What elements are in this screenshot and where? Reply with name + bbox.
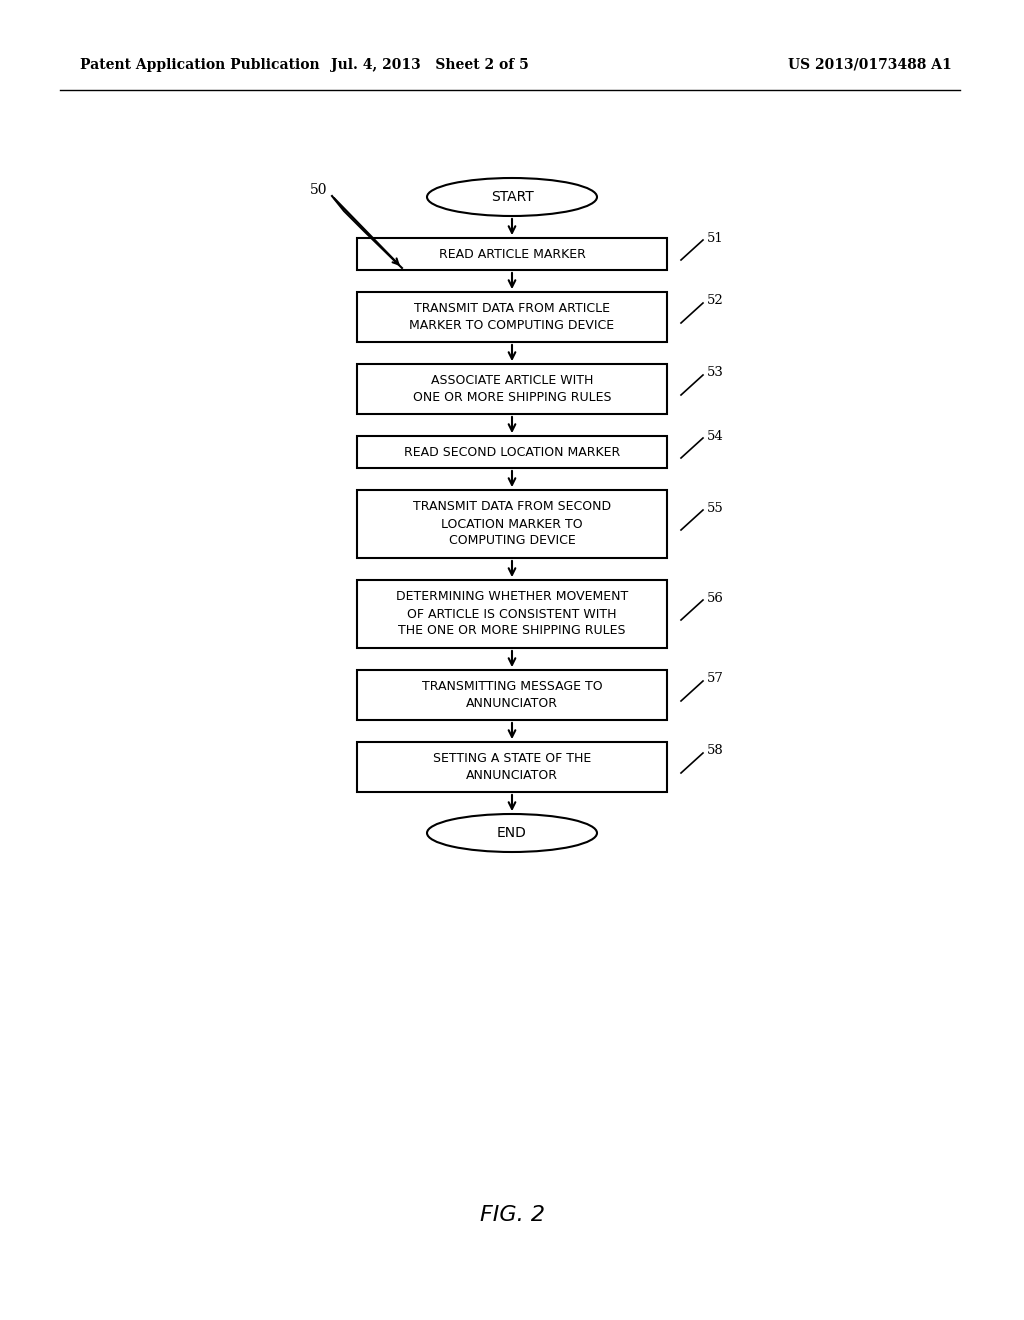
Bar <box>357 364 667 414</box>
Text: DETERMINING WHETHER MOVEMENT
OF ARTICLE IS CONSISTENT WITH
THE ONE OR MORE SHIPP: DETERMINING WHETHER MOVEMENT OF ARTICLE … <box>396 590 628 638</box>
Text: FIG. 2: FIG. 2 <box>479 1205 545 1225</box>
Text: 53: 53 <box>707 367 724 380</box>
Text: 51: 51 <box>707 231 724 244</box>
Text: 57: 57 <box>707 672 724 685</box>
Text: SETTING A STATE OF THE
ANNUNCIATOR: SETTING A STATE OF THE ANNUNCIATOR <box>433 752 591 781</box>
Text: ASSOCIATE ARTICLE WITH
ONE OR MORE SHIPPING RULES: ASSOCIATE ARTICLE WITH ONE OR MORE SHIPP… <box>413 374 611 404</box>
Text: 56: 56 <box>707 591 724 605</box>
Ellipse shape <box>427 178 597 216</box>
Bar <box>357 742 667 792</box>
Bar <box>357 292 667 342</box>
Text: Jul. 4, 2013   Sheet 2 of 5: Jul. 4, 2013 Sheet 2 of 5 <box>331 58 528 73</box>
Text: READ SECOND LOCATION MARKER: READ SECOND LOCATION MARKER <box>403 446 621 458</box>
Text: 52: 52 <box>707 294 724 308</box>
Bar <box>357 436 667 469</box>
Ellipse shape <box>427 814 597 851</box>
Text: TRANSMITTING MESSAGE TO
ANNUNCIATOR: TRANSMITTING MESSAGE TO ANNUNCIATOR <box>422 680 602 710</box>
Text: END: END <box>497 826 527 840</box>
Text: TRANSMIT DATA FROM ARTICLE
MARKER TO COMPUTING DEVICE: TRANSMIT DATA FROM ARTICLE MARKER TO COM… <box>410 302 614 333</box>
Text: US 2013/0173488 A1: US 2013/0173488 A1 <box>788 58 952 73</box>
Text: 55: 55 <box>707 502 724 515</box>
Bar <box>357 579 667 648</box>
Text: Patent Application Publication: Patent Application Publication <box>80 58 319 73</box>
Bar <box>357 671 667 719</box>
Text: 58: 58 <box>707 744 724 758</box>
Bar <box>357 490 667 558</box>
Text: START: START <box>490 190 534 205</box>
Text: 54: 54 <box>707 429 724 442</box>
Text: 50: 50 <box>310 183 328 197</box>
Bar <box>357 238 667 271</box>
Text: READ ARTICLE MARKER: READ ARTICLE MARKER <box>438 248 586 260</box>
Text: TRANSMIT DATA FROM SECOND
LOCATION MARKER TO
COMPUTING DEVICE: TRANSMIT DATA FROM SECOND LOCATION MARKE… <box>413 500 611 548</box>
